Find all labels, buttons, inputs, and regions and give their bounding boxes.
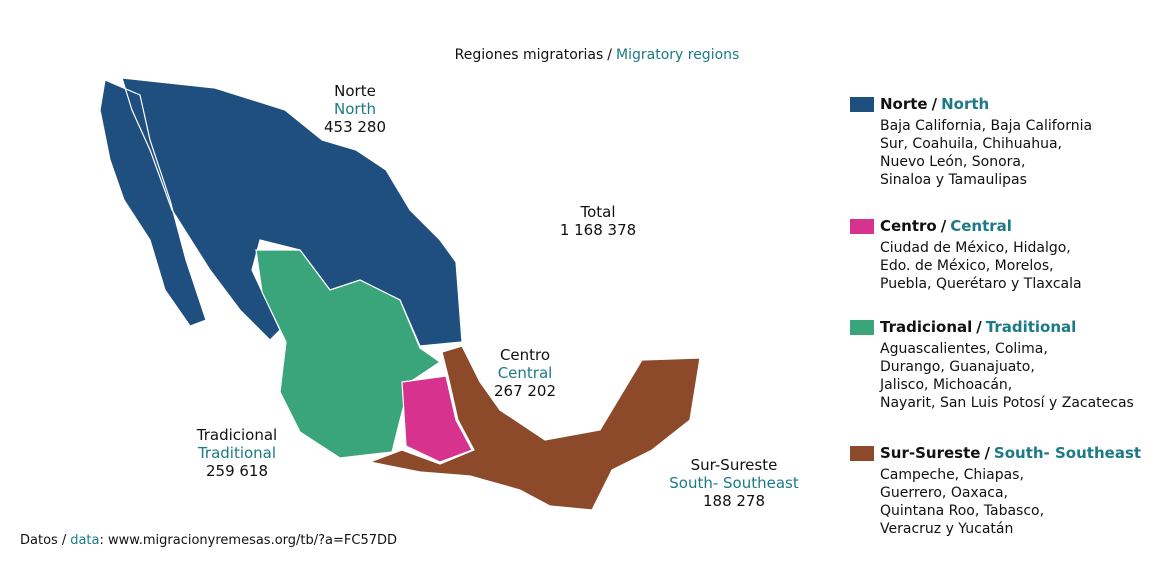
legend-swatch (850, 446, 874, 461)
legend-states: Baja California, Baja California (880, 118, 1093, 134)
region-count: 188 278 (702, 492, 766, 510)
source-delimiter: : (99, 533, 104, 548)
region-count: 259 618 (205, 462, 269, 480)
legend-name-en: Traditional (985, 318, 1077, 336)
region-name-en: North (334, 100, 376, 118)
separator: / (976, 318, 982, 336)
source-url: www.migracionyremesas.org/tb/?a=FC57DD (108, 533, 398, 548)
source-en: data (70, 533, 100, 548)
legend-states: Ciudad de México, Hidalgo, (880, 240, 1071, 256)
region-name-en: South- Southeast (669, 474, 799, 492)
legend-states: Nuevo León, Sonora, (880, 154, 1026, 170)
legend-title: Norte / North (880, 95, 989, 113)
legend-states: Nayarit, San Luis Potosí y Zacatecas (880, 395, 1134, 411)
separator: / (940, 217, 947, 235)
legend-name-en: South- Southeast (993, 444, 1142, 462)
legend-name-en: North (941, 95, 990, 113)
legend-title: Sur-Sureste / South- Southeast (880, 444, 1141, 462)
total-label: Total (580, 203, 616, 221)
region-label: Tradicional Traditional 259 618 (197, 426, 277, 480)
total-value: 1 168 378 (559, 221, 637, 239)
legend-states: Sur, Coahuila, Chihuahua, (880, 136, 1062, 152)
legend-name-es: Tradicional (880, 318, 973, 336)
region-name-en: Traditional (197, 444, 277, 462)
separator: / (931, 95, 938, 113)
region-north (99, 77, 463, 347)
region-count: 267 202 (493, 382, 557, 400)
separator: / (984, 444, 990, 462)
legend-states: Campeche, Chiapas, (880, 467, 1024, 483)
legend-states: Veracruz y Yucatán (880, 521, 1014, 537)
legend-states: Quintana Roo, Tabasco, (880, 503, 1045, 519)
region-label: Sur-Sureste South- Southeast 188 278 (669, 456, 799, 510)
legend-states: Sinaloa y Tamaulipas (880, 172, 1027, 188)
source-es: Datos (20, 533, 58, 548)
region-label: Norte North 453 280 (324, 82, 386, 136)
region-name-es: Centro (499, 346, 551, 364)
legend-name-es: Centro (880, 217, 937, 235)
region-name-es: Tradicional (196, 426, 278, 444)
region-name-es: Norte (334, 82, 376, 100)
legend-swatch (850, 97, 874, 112)
legend-name-es: Sur-Sureste (880, 444, 981, 462)
legend-states: Durango, Guanajuato, (880, 359, 1035, 375)
legend-name-es: Norte (880, 95, 928, 113)
region-count: 453 280 (323, 118, 387, 136)
legend-states: Jalisco, Michoacán, (880, 377, 1013, 393)
region-central (401, 375, 473, 463)
title-es: Regiones migratorias (454, 47, 604, 63)
title-en: Migratory regions (616, 47, 740, 63)
legend-swatch (850, 320, 874, 335)
legend-states: Guerrero, Oaxaca, (880, 485, 1009, 501)
title: Regiones migratorias / Migratory regions (455, 46, 740, 64)
region-name-en: Central (497, 364, 553, 382)
legend-states: Edo. de México, Morelos, (880, 258, 1054, 274)
legend-states: Aguascalientes, Colima, (880, 341, 1048, 357)
separator: / (607, 47, 613, 63)
legend-states: Puebla, Querétaro y Tlaxcala (880, 276, 1082, 292)
region-south (367, 345, 701, 511)
legend-title: Centro / Central (880, 217, 1012, 235)
total: Total 1 168 378 (560, 203, 636, 239)
region-name-es: Sur-Sureste (690, 456, 778, 474)
source: Datos / data: www.migracionyremesas.org/tb… (20, 532, 397, 550)
legend-swatch (850, 219, 874, 234)
legend-name-en: Central (950, 217, 1012, 235)
legend-title: Tradicional / Traditional (880, 318, 1076, 336)
separator: / (61, 533, 67, 548)
region-label: Centro Central 267 202 (494, 346, 556, 400)
